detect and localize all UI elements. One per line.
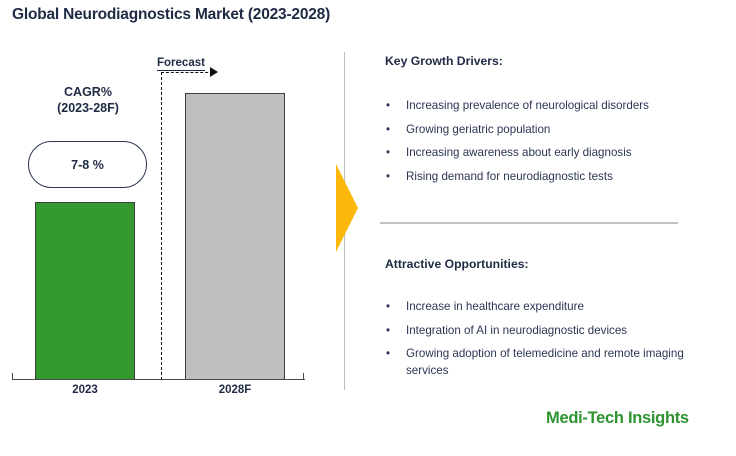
list-item-text: Growing geriatric population <box>406 122 551 136</box>
bullet-icon: • <box>386 122 391 136</box>
x-axis-cap-right <box>303 373 304 380</box>
forecast-arrow-icon <box>210 67 218 77</box>
list-item-text: Increasing awareness about early diagnos… <box>406 146 632 159</box>
cagr-caption: CAGR% (2023-28F) <box>18 84 158 116</box>
list-item-text: Increase in healthcare expenditure <box>406 300 584 313</box>
bullet-icon: • <box>386 300 391 313</box>
x-axis-line <box>12 379 305 380</box>
bullet-icon: • <box>386 99 391 112</box>
bullet-icon: • <box>386 169 391 183</box>
bar-2023 <box>35 202 135 380</box>
list-item-text: Integration of AI in neurodiagnostic dev… <box>406 323 628 337</box>
x-axis-label-2023: 2023 <box>72 384 98 396</box>
forecast-dashed-divider <box>161 72 162 380</box>
page-title: Global Neurodiagnostics Market (2023-202… <box>12 6 331 23</box>
bullet-icon: • <box>386 323 391 337</box>
x-axis-label-2028f: 2028F <box>218 384 252 396</box>
brand-logo: Medi-Tech Insights <box>546 409 689 427</box>
cagr-value-badge: 7-8 % <box>28 141 147 188</box>
list-item: • Integration of AI in neurodiagnostic d… <box>378 323 698 340</box>
list-item: • Growing adoption of telemedicine and r… <box>378 346 698 379</box>
list-item-text: Growing adoption of telemedicine and rem… <box>406 347 684 377</box>
growth-drivers-list: • Increasing prevalence of neurological … <box>378 98 698 192</box>
list-item: • Increase in healthcare expenditure <box>378 299 698 316</box>
bar-chart: CAGR% (2023-28F) 7-8 % Forecast 2023 202… <box>0 40 330 400</box>
bullet-icon: • <box>386 347 391 360</box>
list-item: • Increasing prevalence of neurological … <box>378 98 698 115</box>
list-item: • Increasing awareness about early diagn… <box>378 145 698 162</box>
cagr-caption-line2: (2023-28F) <box>57 101 119 115</box>
list-item: • Rising demand for neurodiagnostic test… <box>378 169 698 186</box>
list-item: • Growing geriatric population <box>378 122 698 139</box>
flow-arrow-icon <box>336 164 358 252</box>
cagr-value-text: 7-8 % <box>71 157 104 172</box>
opportunities-heading: Attractive Opportunities: <box>385 257 529 271</box>
bullet-icon: • <box>386 146 391 159</box>
forecast-arrow-line <box>161 72 213 73</box>
list-item-text: Increasing prevalence of neurological di… <box>406 99 649 112</box>
cagr-caption-line1: CAGR% <box>64 85 112 99</box>
section-separator <box>380 222 678 224</box>
x-axis-cap-left <box>12 373 13 380</box>
bar-2028f <box>185 93 285 380</box>
growth-drivers-heading: Key Growth Drivers: <box>385 54 503 68</box>
list-item-text: Rising demand for neurodiagnostic tests <box>406 169 613 183</box>
forecast-label: Forecast <box>157 57 205 71</box>
opportunities-list: • Increase in healthcare expenditure • I… <box>378 299 698 386</box>
